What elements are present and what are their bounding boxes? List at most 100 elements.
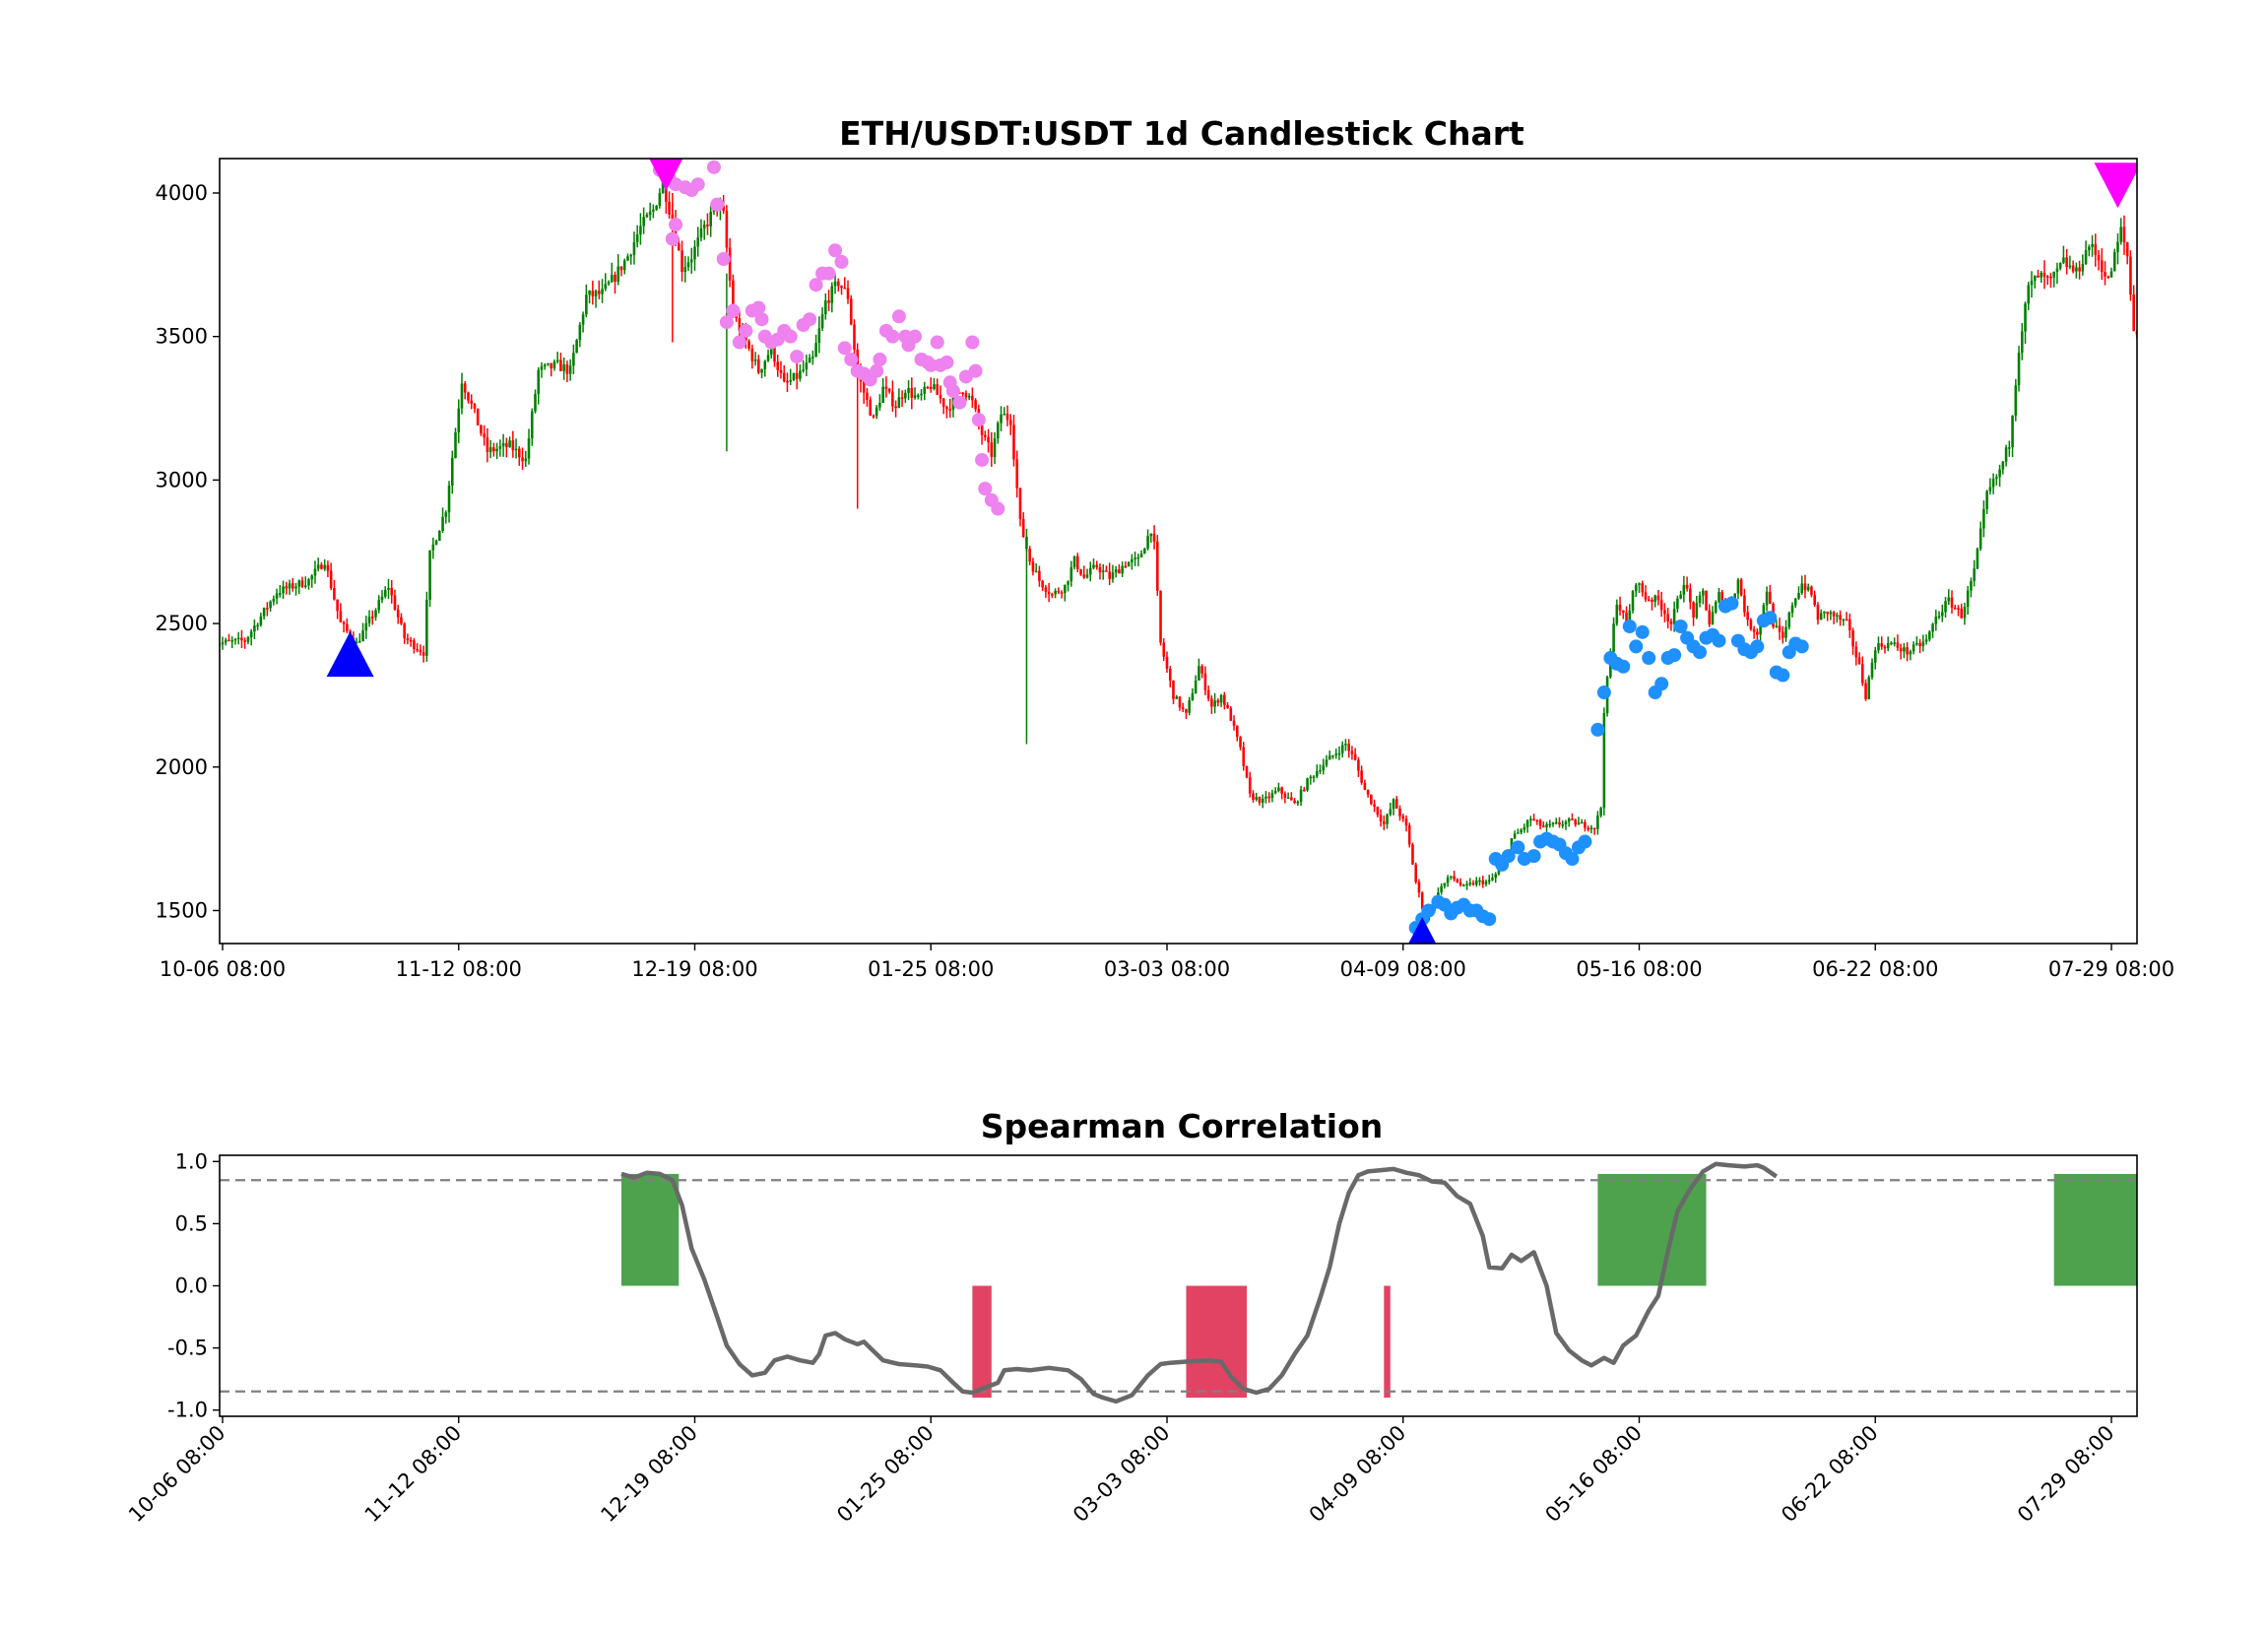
candle — [1529, 816, 1532, 827]
candle — [2033, 275, 2037, 289]
x-tick-label: 10-06 08:00 — [160, 957, 286, 981]
candle — [323, 558, 326, 571]
candle — [1124, 560, 1128, 568]
candle — [543, 362, 547, 370]
upper-band-dot — [754, 312, 769, 327]
candle — [1542, 821, 1545, 828]
candle — [1676, 595, 1679, 613]
candle — [1152, 525, 1156, 550]
candle — [1357, 756, 1360, 777]
candle — [1880, 636, 1884, 650]
candle — [827, 290, 830, 311]
lower-band-dot — [1629, 639, 1644, 654]
lower-band-dot — [1511, 840, 1525, 855]
candle — [2094, 233, 2098, 267]
upper-band-dot — [739, 323, 753, 338]
candle — [1034, 563, 1038, 573]
candle — [1471, 880, 1475, 886]
candle — [390, 580, 394, 604]
candle — [1363, 779, 1367, 791]
candle — [447, 481, 451, 523]
candle — [1264, 791, 1267, 804]
lower-band-dot — [1763, 611, 1778, 625]
candle — [1041, 579, 1044, 592]
candle — [2100, 248, 2104, 281]
candle — [1803, 574, 1807, 599]
candle — [547, 362, 550, 366]
candle — [1175, 694, 1179, 699]
candle — [1198, 658, 1200, 682]
candle — [814, 334, 817, 358]
candle — [1456, 878, 1459, 883]
candle — [1379, 809, 1383, 827]
candle — [1143, 548, 1146, 555]
candle — [454, 427, 457, 459]
candle — [1991, 473, 1995, 494]
candle — [230, 636, 234, 649]
candle — [799, 363, 802, 382]
candle — [1072, 555, 1076, 570]
upper-band-dot — [978, 482, 993, 496]
candle — [1465, 881, 1468, 890]
candle — [802, 359, 805, 373]
candle — [1787, 611, 1791, 630]
candle — [642, 207, 645, 234]
candle — [413, 637, 416, 654]
x-tick-label: 05-16 08:00 — [1540, 1421, 1647, 1528]
y-tick-label: 0.5 — [175, 1211, 208, 1235]
candle — [1769, 584, 1772, 605]
candle — [527, 428, 531, 465]
candle — [2042, 260, 2046, 290]
candle — [1178, 695, 1182, 711]
candle — [1756, 627, 1759, 641]
candle — [680, 240, 683, 282]
candle — [1283, 791, 1287, 804]
x-tick-label: 10-06 08:00 — [124, 1421, 230, 1528]
candle — [1407, 822, 1411, 848]
candle — [1031, 557, 1035, 576]
upper-band-dot — [952, 395, 967, 410]
candle — [1000, 406, 1003, 432]
candle — [1118, 563, 1121, 574]
candle — [492, 442, 495, 457]
candle — [1711, 606, 1715, 625]
x-tick-label: 06-22 08:00 — [1812, 957, 1938, 981]
candle — [2055, 262, 2059, 285]
candle — [1903, 643, 1906, 659]
candle — [1487, 875, 1491, 885]
candle — [1669, 618, 1673, 631]
candle — [406, 633, 410, 645]
candle — [1443, 882, 1447, 889]
candle — [224, 637, 227, 646]
candle — [236, 631, 240, 645]
candle — [1484, 879, 1488, 887]
candle — [457, 399, 461, 444]
candle — [2004, 444, 2008, 467]
candle — [1312, 774, 1316, 783]
candle — [320, 561, 323, 570]
candle — [1736, 577, 1740, 600]
candle — [498, 439, 502, 457]
upper-band-dot — [945, 384, 960, 399]
candle — [887, 387, 891, 394]
candle — [1641, 580, 1645, 597]
candle — [1494, 872, 1498, 883]
candle — [518, 446, 521, 466]
candle — [269, 600, 272, 612]
candle — [709, 205, 712, 237]
candle — [508, 436, 511, 448]
candle — [1168, 666, 1172, 687]
candle — [1121, 561, 1124, 577]
candle — [833, 274, 837, 294]
candle — [1957, 605, 1960, 617]
candle — [476, 408, 480, 425]
candle — [555, 352, 559, 364]
candle — [1702, 588, 1705, 605]
candle — [2030, 271, 2034, 298]
candle — [891, 380, 894, 412]
candle — [581, 311, 585, 333]
candle — [1216, 698, 1220, 707]
candle — [514, 438, 518, 459]
upper-band-dot — [790, 350, 805, 364]
